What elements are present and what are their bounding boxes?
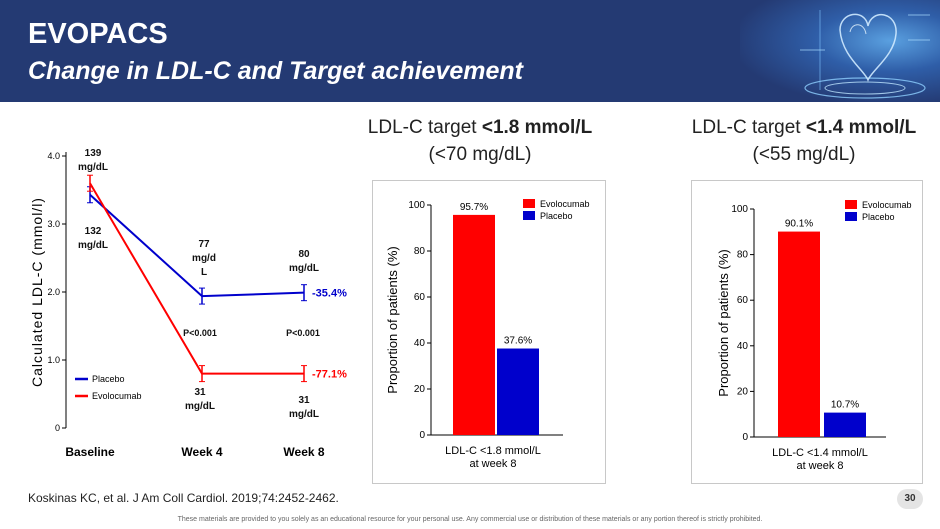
- annotation-evo-week8: mg/dL: [289, 409, 319, 420]
- bar-value-label-evolocumab: 90.1%: [785, 219, 813, 230]
- y-tick-label: 100: [731, 204, 748, 215]
- disclaimer: These materials are provided to you sole…: [177, 516, 763, 523]
- target14-title-prefix: LDL-C target: [691, 117, 806, 138]
- annotation-evo-baseline: mg/dL: [78, 162, 108, 173]
- y-tick-label: 0: [742, 432, 748, 443]
- target18-title-line2: (<70 mg/dL): [428, 144, 532, 165]
- page-number: 30: [897, 489, 923, 509]
- legend-swatch-evolocumab: [845, 200, 857, 209]
- bar-value-label-placebo: 37.6%: [504, 336, 532, 347]
- y-axis-title: Calculated LDL-C (mmol/l): [29, 197, 45, 387]
- annotation-evo-week4: 31: [194, 387, 206, 398]
- legend-label-placebo: Placebo: [92, 374, 125, 384]
- target14-title-bold: <1.4 mmol/L: [805, 117, 917, 138]
- x-category-label: Baseline: [65, 445, 115, 459]
- legend-label-evolocumab: Evolocumab: [92, 391, 142, 401]
- bar-chart-box-2: 0 20 40 60 80 100 Proportion of patients (%) 90…: [691, 180, 923, 484]
- y-tick-label: 80: [414, 246, 426, 257]
- y-tick-label: 20: [737, 386, 749, 397]
- legend-label-placebo: Placebo: [862, 212, 895, 222]
- series-end-label-placebo: -35.4%: [312, 288, 347, 300]
- legend-swatch-placebo: [523, 211, 535, 220]
- bar-value-label-evolocumab: 95.7%: [460, 202, 488, 213]
- y-tick-label: 80: [737, 250, 749, 261]
- legend-label-placebo: Placebo: [540, 211, 573, 221]
- y-tick-label: 60: [414, 292, 426, 303]
- x-category-label: at week 8: [469, 458, 516, 470]
- bar-evolocumab: [778, 231, 820, 437]
- x-category-label: LDL-C <1.4 mmol/L: [772, 447, 868, 459]
- y-tick-label: 1.0: [47, 355, 60, 365]
- annotation-pbo-week4: L: [201, 267, 207, 278]
- y-tick-label: 60: [737, 295, 749, 306]
- x-category-label: at week 8: [796, 460, 843, 472]
- bar-placebo: [824, 412, 866, 437]
- target14-title: LDL-C target <1.4 mmol/L (<55 mg/dL): [664, 114, 940, 168]
- bar-evolocumab: [453, 214, 495, 435]
- y-tick-label: 3.0: [47, 219, 60, 229]
- y-tick-label: 100: [408, 200, 425, 211]
- target18-title: LDL-C target <1.8 mmol/L (<70 mg/dL): [340, 114, 620, 168]
- heart-hologram-icon: [800, 10, 930, 99]
- target18-title-prefix: LDL-C target: [367, 117, 482, 138]
- annotation-pbo-baseline: 132: [85, 226, 102, 237]
- target18-title-bold: <1.8 mmol/L: [481, 117, 593, 138]
- y-tick-label: 20: [414, 384, 426, 395]
- annotation-p-week8: P<0.001: [286, 328, 320, 338]
- legend-swatch-evolocumab: [523, 199, 535, 208]
- legend-label-evolocumab: Evolocumab: [540, 199, 590, 209]
- target14-title-line2: (<55 mg/dL): [752, 144, 856, 165]
- series-line-placebo: [89, 194, 305, 298]
- y-tick-label: 4.0: [47, 151, 60, 161]
- ldl-line-chart: 0 1.0 2.0 3.0 4.0 Calculated LDL-C (mmol/l) Ba…: [29, 148, 347, 459]
- y-tick-label: 2.0: [47, 287, 60, 297]
- x-category-label: Week 8: [283, 445, 324, 459]
- annotation-pbo-week8: mg/dL: [289, 263, 319, 274]
- series-line-evolocumab: [89, 182, 304, 375]
- page-subtitle: Change in LDL-C and Target achievement: [28, 57, 523, 85]
- bar-chart-target18: 0 20 40 60 80 100 Proportion of patients (%) 95…: [385, 199, 590, 470]
- y-tick-label: 40: [414, 338, 426, 349]
- annotation-pbo-week8: 80: [298, 249, 310, 260]
- y-axis-title: Proportion of patients (%): [385, 246, 400, 393]
- series-end-label-evolocumab: -77.1%: [312, 369, 347, 381]
- legend-swatch-placebo: [845, 212, 857, 221]
- x-category-label: LDL-C <1.8 mmol/L: [445, 445, 541, 457]
- page-title: EVOPACS: [28, 18, 168, 50]
- bar-placebo: [497, 348, 539, 435]
- legend-label-evolocumab: Evolocumab: [862, 200, 912, 210]
- reference-citation: Koskinas KC, et al. J Am Coll Cardiol. 2…: [28, 491, 339, 505]
- x-category-label: Week 4: [181, 445, 222, 459]
- header-glow: [740, 0, 940, 102]
- y-tick-label: 0: [55, 423, 60, 433]
- bar-chart-target14: 0 20 40 60 80 100 Proportion of patients (%) 90…: [716, 200, 912, 472]
- annotation-pbo-week4: mg/d: [192, 253, 216, 264]
- y-tick-label: 40: [737, 341, 749, 352]
- bar-chart-box-1: 0 20 40 60 80 100 Proportion of patients (%) 95…: [372, 180, 606, 484]
- annotation-evo-week8: 31: [298, 395, 310, 406]
- annotation-p-week4: P<0.001: [183, 328, 217, 338]
- annotation-pbo-week4: 77: [198, 239, 210, 250]
- y-axis-title: Proportion of patients (%): [716, 249, 731, 396]
- annotation-evo-week4: mg/dL: [185, 401, 215, 412]
- y-tick-label: 0: [419, 430, 425, 441]
- bar-value-label-placebo: 10.7%: [831, 400, 859, 411]
- annotation-pbo-baseline: mg/dL: [78, 240, 108, 251]
- annotation-evo-baseline: 139: [85, 148, 102, 159]
- header-banner: EVOPACS Change in LDL-C and Target achie…: [0, 0, 940, 102]
